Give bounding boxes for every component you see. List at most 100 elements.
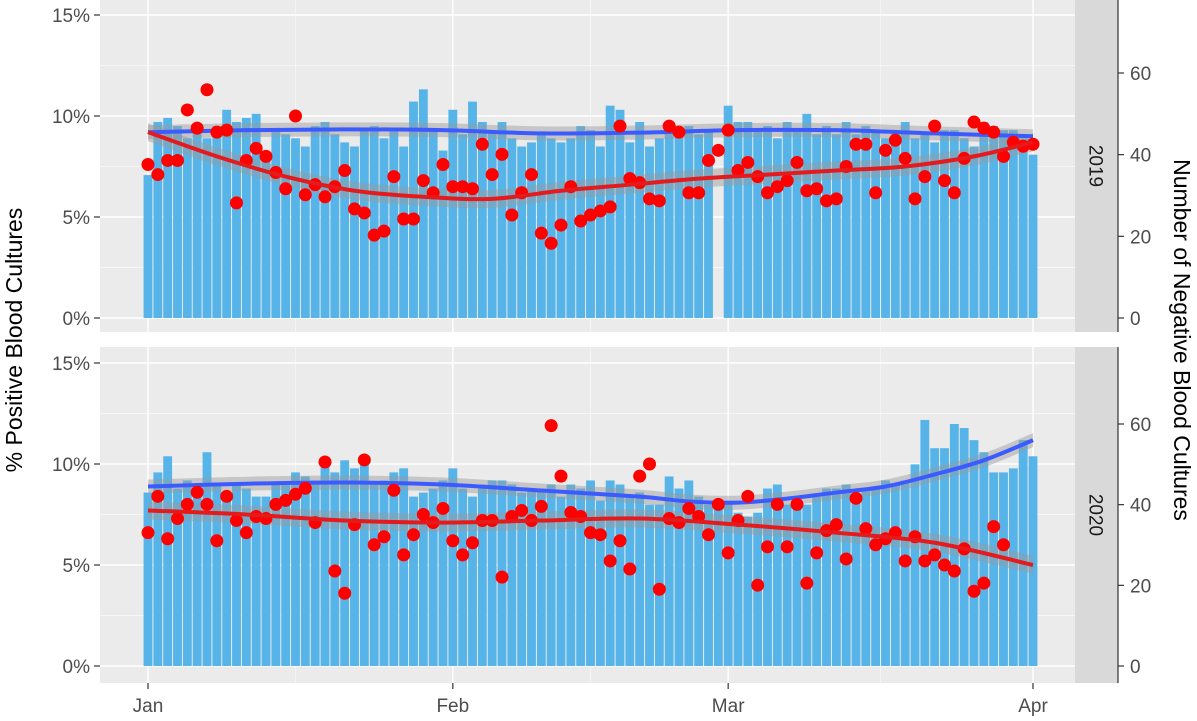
bar bbox=[753, 130, 763, 318]
y-right-tick-label: 60 bbox=[1130, 415, 1151, 436]
negative-culture-bars bbox=[143, 89, 1038, 319]
bar bbox=[202, 452, 212, 666]
bar bbox=[595, 500, 605, 666]
bar bbox=[340, 142, 350, 318]
point bbox=[761, 540, 774, 554]
point bbox=[357, 453, 371, 467]
point bbox=[652, 194, 666, 208]
point bbox=[180, 497, 194, 511]
bar bbox=[831, 488, 841, 666]
negative-trend-line bbox=[147, 438, 1034, 505]
bar bbox=[143, 175, 153, 318]
bar bbox=[232, 484, 241, 666]
bar bbox=[694, 134, 704, 318]
bar bbox=[359, 130, 369, 318]
strip-background bbox=[1075, 0, 1118, 332]
y-right-tick-label: 20 bbox=[1130, 227, 1151, 248]
bar bbox=[979, 452, 989, 666]
bar bbox=[546, 138, 556, 318]
bar bbox=[241, 488, 251, 666]
bar bbox=[241, 117, 251, 319]
point bbox=[810, 182, 824, 196]
point bbox=[397, 548, 411, 562]
point bbox=[643, 457, 656, 471]
bar bbox=[979, 122, 989, 318]
point bbox=[495, 570, 509, 584]
point bbox=[397, 212, 411, 226]
x-tick-label: Mar bbox=[712, 696, 745, 717]
strip-label: 2019 bbox=[1085, 145, 1106, 187]
point bbox=[338, 164, 352, 178]
point bbox=[515, 503, 529, 517]
point bbox=[190, 485, 204, 499]
bar bbox=[182, 138, 192, 318]
point bbox=[269, 497, 283, 511]
bar bbox=[763, 488, 772, 666]
point bbox=[239, 526, 253, 540]
bar bbox=[222, 109, 232, 318]
chart-panels: 2019 0% 5% 10% 15% 0 20 40 60 2020 0% 5% 10% 15% 0 20 40… bbox=[52, 0, 1151, 683]
point bbox=[210, 125, 224, 139]
bar bbox=[1008, 468, 1018, 666]
point bbox=[416, 174, 430, 188]
point bbox=[446, 180, 460, 194]
bar bbox=[772, 138, 782, 318]
bar bbox=[212, 484, 222, 666]
bar bbox=[704, 130, 713, 318]
bar bbox=[881, 138, 890, 318]
bar bbox=[251, 496, 261, 666]
bar bbox=[969, 146, 979, 318]
bar bbox=[192, 130, 202, 318]
negative-trend-band bbox=[148, 433, 1033, 510]
bar bbox=[733, 122, 743, 318]
point bbox=[367, 538, 381, 552]
point bbox=[466, 536, 479, 550]
bar bbox=[999, 130, 1008, 318]
point bbox=[692, 186, 706, 200]
bar bbox=[772, 484, 782, 666]
bar bbox=[477, 484, 487, 666]
point bbox=[436, 157, 450, 171]
x-axis: Jan Feb Mar Apr bbox=[133, 683, 1048, 717]
point bbox=[298, 481, 312, 495]
point bbox=[171, 512, 184, 526]
bar bbox=[625, 496, 635, 666]
bar bbox=[851, 500, 861, 666]
y-right-tick-label: 40 bbox=[1130, 496, 1151, 517]
bar bbox=[477, 122, 487, 318]
bar bbox=[1028, 154, 1038, 318]
point bbox=[377, 530, 391, 544]
bar bbox=[261, 154, 271, 318]
bar bbox=[389, 130, 399, 318]
point bbox=[918, 554, 932, 568]
bar bbox=[910, 464, 920, 666]
bar bbox=[871, 488, 881, 666]
point bbox=[977, 576, 991, 590]
point bbox=[249, 141, 263, 155]
bar bbox=[684, 480, 694, 666]
bar bbox=[920, 134, 930, 318]
bar bbox=[350, 468, 359, 666]
bar bbox=[182, 480, 192, 666]
point bbox=[741, 155, 755, 169]
point bbox=[711, 497, 725, 511]
point bbox=[770, 180, 784, 194]
bar bbox=[438, 150, 448, 318]
point bbox=[908, 192, 922, 206]
point bbox=[171, 153, 184, 167]
point bbox=[997, 538, 1010, 552]
point bbox=[544, 236, 558, 250]
bar bbox=[448, 468, 458, 666]
point bbox=[849, 491, 863, 505]
bar bbox=[281, 484, 291, 666]
bar bbox=[468, 496, 477, 666]
point bbox=[466, 182, 479, 196]
bar bbox=[232, 122, 241, 318]
point bbox=[761, 186, 774, 200]
bar bbox=[674, 488, 684, 666]
point bbox=[584, 526, 597, 540]
point bbox=[770, 497, 784, 511]
bar bbox=[959, 138, 969, 318]
bar bbox=[222, 492, 232, 666]
y-left-tick-label: 15% bbox=[52, 6, 90, 27]
